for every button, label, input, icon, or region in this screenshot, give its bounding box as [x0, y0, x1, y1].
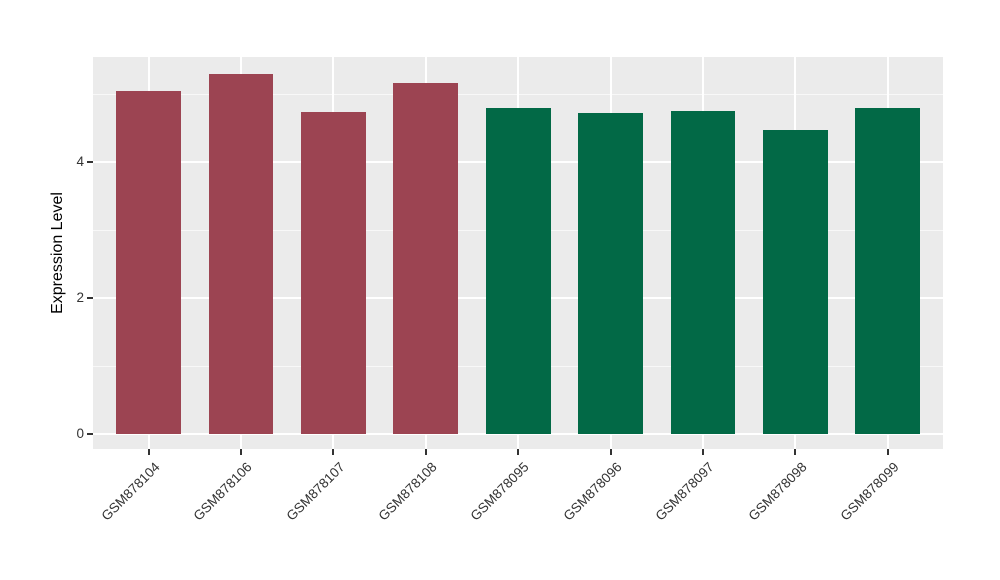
y-axis-label: 2 — [76, 290, 84, 305]
bar-GSM878107 — [301, 112, 366, 434]
bar-GSM878099 — [855, 108, 921, 434]
x-axis-label: GSM878108 — [375, 459, 440, 524]
x-axis-label: GSM878107 — [283, 459, 348, 524]
x-axis-tick — [609, 449, 612, 455]
x-axis-label: GSM878098 — [745, 459, 810, 524]
bar-GSM878108 — [393, 83, 459, 434]
x-axis-label: GSM878097 — [652, 459, 717, 524]
x-axis-tick — [424, 449, 427, 455]
x-axis-tick — [147, 449, 150, 455]
x-axis-tick — [332, 449, 335, 455]
x-axis-tick — [886, 449, 889, 455]
bar-GSM878106 — [208, 74, 274, 434]
x-axis-tick — [794, 449, 797, 455]
plot-panel — [93, 57, 943, 449]
bar-GSM878097 — [670, 111, 736, 434]
x-axis-label: GSM878095 — [467, 459, 533, 524]
y-axis-label: 0 — [76, 426, 84, 441]
bar-GSM878098 — [763, 130, 828, 434]
x-axis-label: GSM878104 — [98, 459, 163, 524]
x-axis-tick — [517, 449, 520, 455]
x-axis-label: GSM878106 — [190, 459, 255, 524]
x-axis-label: GSM878099 — [837, 459, 902, 524]
y-axis-tick — [87, 433, 93, 435]
x-axis-tick — [240, 449, 242, 455]
bar-GSM878104 — [116, 91, 181, 434]
y-axis-tick — [87, 161, 93, 163]
x-axis-label: GSM878096 — [560, 459, 625, 524]
bar-GSM878096 — [578, 113, 643, 434]
y-axis-tick — [87, 297, 93, 299]
bar-GSM878095 — [485, 108, 551, 434]
y-axis-label: 4 — [76, 154, 84, 169]
x-axis-tick — [702, 449, 704, 455]
